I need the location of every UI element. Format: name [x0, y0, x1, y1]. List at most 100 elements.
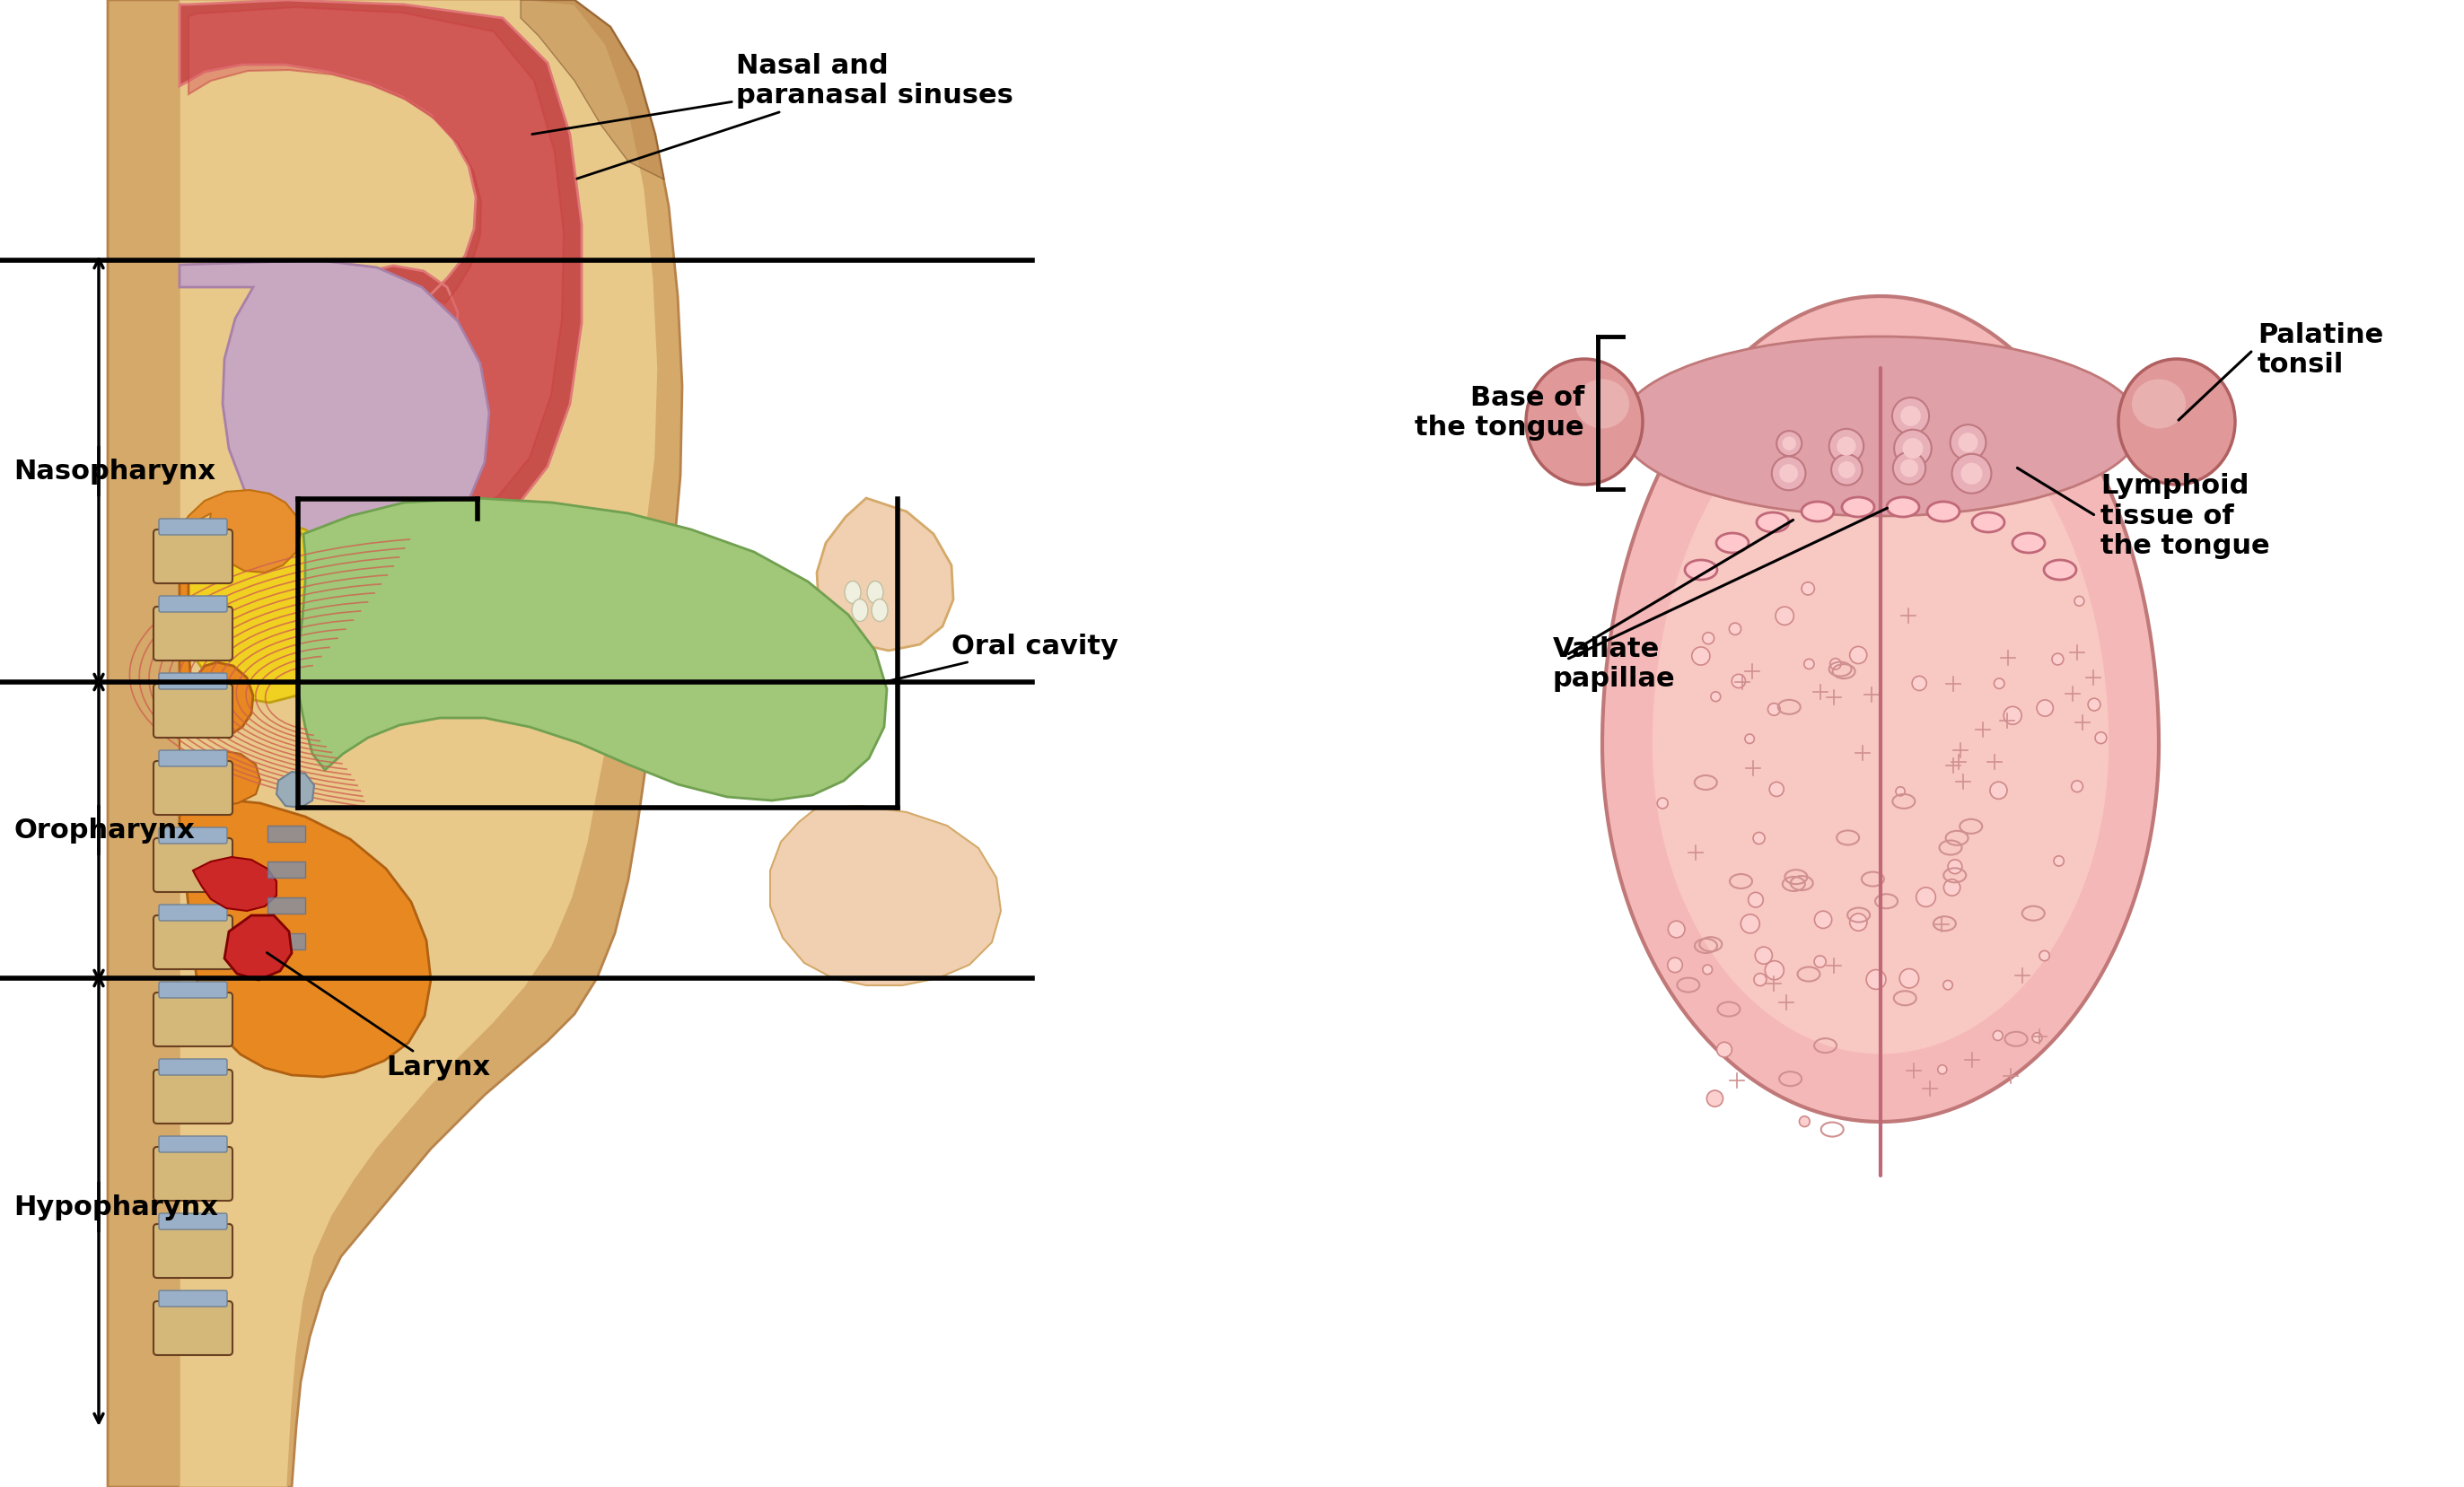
Circle shape — [1944, 879, 1961, 895]
Ellipse shape — [853, 599, 867, 622]
Text: Oropharynx: Oropharynx — [12, 816, 195, 843]
FancyBboxPatch shape — [153, 916, 232, 970]
Text: Larynx: Larynx — [266, 953, 490, 1081]
Circle shape — [1900, 970, 1919, 987]
Circle shape — [1777, 431, 1801, 457]
Circle shape — [1949, 425, 1986, 461]
Circle shape — [1668, 920, 1685, 938]
FancyBboxPatch shape — [153, 1069, 232, 1124]
FancyBboxPatch shape — [158, 904, 227, 920]
Circle shape — [1730, 623, 1742, 635]
Ellipse shape — [1525, 358, 1643, 485]
Circle shape — [1993, 678, 2003, 688]
Circle shape — [1902, 439, 1922, 458]
Circle shape — [1831, 454, 1863, 485]
Polygon shape — [269, 934, 306, 950]
Polygon shape — [1602, 296, 2158, 1121]
Circle shape — [2053, 653, 2062, 665]
Circle shape — [1895, 430, 1932, 467]
Circle shape — [1779, 464, 1799, 483]
FancyBboxPatch shape — [153, 761, 232, 815]
FancyBboxPatch shape — [153, 684, 232, 738]
Circle shape — [1658, 799, 1668, 809]
Circle shape — [1710, 691, 1720, 702]
Circle shape — [1754, 947, 1772, 964]
Text: Nasal and
paranasal sinuses: Nasal and paranasal sinuses — [577, 52, 1013, 178]
FancyBboxPatch shape — [153, 839, 232, 892]
Polygon shape — [771, 806, 1000, 986]
Ellipse shape — [872, 599, 887, 622]
Circle shape — [1865, 970, 1885, 989]
Polygon shape — [276, 772, 315, 807]
FancyBboxPatch shape — [158, 827, 227, 843]
Text: Base of
the tongue: Base of the tongue — [1414, 385, 1584, 440]
FancyBboxPatch shape — [158, 596, 227, 613]
FancyBboxPatch shape — [158, 1136, 227, 1152]
Polygon shape — [190, 7, 564, 517]
Circle shape — [1900, 406, 1922, 427]
Polygon shape — [180, 519, 355, 703]
FancyBboxPatch shape — [158, 1291, 227, 1307]
Polygon shape — [269, 898, 306, 913]
Text: Vallate
papillae: Vallate papillae — [1552, 636, 1676, 691]
Circle shape — [1717, 1042, 1732, 1057]
Ellipse shape — [1843, 497, 1875, 517]
Circle shape — [1850, 647, 1868, 663]
Text: Oral cavity: Oral cavity — [887, 633, 1119, 681]
Circle shape — [2040, 950, 2050, 961]
Polygon shape — [298, 498, 887, 800]
Polygon shape — [224, 916, 291, 980]
Circle shape — [1708, 1090, 1722, 1106]
Circle shape — [1895, 787, 1905, 796]
Circle shape — [2033, 1033, 2043, 1042]
Circle shape — [1769, 782, 1784, 797]
Circle shape — [1781, 437, 1796, 451]
Circle shape — [1850, 913, 1868, 931]
Text: Nasopharynx: Nasopharynx — [12, 458, 214, 485]
FancyBboxPatch shape — [153, 1224, 232, 1277]
Polygon shape — [1653, 376, 2109, 1054]
FancyBboxPatch shape — [158, 1059, 227, 1075]
Ellipse shape — [2131, 379, 2186, 428]
Circle shape — [1917, 888, 1937, 907]
Circle shape — [1740, 915, 1759, 934]
Circle shape — [1764, 961, 1784, 980]
Polygon shape — [180, 0, 582, 529]
Circle shape — [1745, 735, 1754, 744]
Polygon shape — [520, 0, 665, 180]
Circle shape — [2087, 699, 2099, 711]
Ellipse shape — [1717, 532, 1749, 553]
Ellipse shape — [1801, 501, 1833, 522]
Ellipse shape — [845, 581, 860, 604]
Circle shape — [2094, 732, 2107, 744]
FancyBboxPatch shape — [153, 1146, 232, 1200]
FancyBboxPatch shape — [158, 981, 227, 998]
Circle shape — [1799, 1117, 1809, 1127]
Circle shape — [1991, 782, 2008, 799]
Polygon shape — [192, 857, 276, 912]
Circle shape — [1949, 859, 1961, 874]
FancyBboxPatch shape — [153, 607, 232, 660]
Ellipse shape — [1574, 379, 1629, 428]
Circle shape — [1801, 581, 1814, 595]
Polygon shape — [269, 861, 306, 877]
Circle shape — [1772, 457, 1806, 491]
Text: Lymphoid
tissue of
the tongue: Lymphoid tissue of the tongue — [2099, 473, 2269, 559]
Circle shape — [1831, 659, 1841, 669]
Circle shape — [2003, 706, 2020, 724]
Ellipse shape — [1621, 336, 2141, 516]
Circle shape — [1693, 647, 1710, 665]
Circle shape — [1754, 974, 1767, 986]
Circle shape — [1836, 437, 1855, 455]
Ellipse shape — [1685, 561, 1717, 580]
Circle shape — [1804, 659, 1814, 669]
FancyBboxPatch shape — [158, 751, 227, 766]
Ellipse shape — [1927, 501, 1959, 522]
Circle shape — [1668, 958, 1683, 972]
Circle shape — [1937, 1065, 1947, 1074]
Circle shape — [1814, 956, 1826, 968]
FancyBboxPatch shape — [158, 1213, 227, 1230]
Circle shape — [1961, 462, 1984, 485]
Ellipse shape — [2013, 532, 2045, 553]
Ellipse shape — [1757, 513, 1789, 532]
